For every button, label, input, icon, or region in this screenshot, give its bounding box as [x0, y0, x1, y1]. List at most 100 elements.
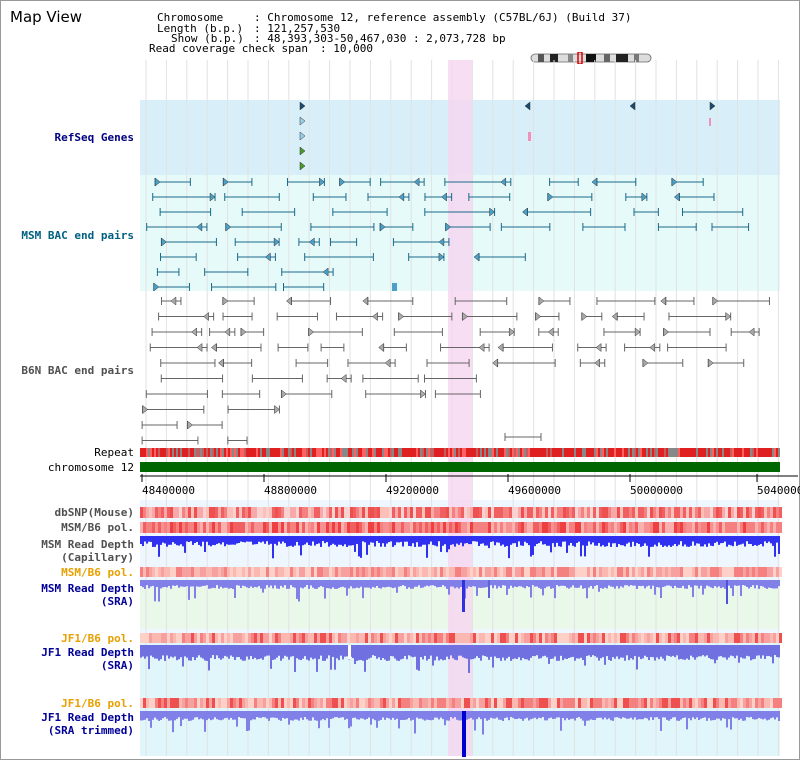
msm-depth-capillary-bar: [152, 536, 154, 547]
track-label-msm-depth-capillary-1[interactable]: MSM Read Depth: [41, 538, 134, 551]
track-label-jf1-b6-pol-2[interactable]: JF1/B6 pol.: [61, 697, 134, 710]
jf1-b6-pol-cell: [332, 633, 335, 643]
chromosome-ideogram[interactable]: [528, 52, 654, 64]
msm-depth-capillary-bar: [350, 536, 352, 546]
jf1-b6-pol-cell: [263, 633, 266, 643]
msm-depth-sra-bar: [552, 580, 554, 589]
dbsnp-cell: [347, 507, 350, 518]
jf1-depth-sra-bar: [574, 645, 576, 661]
msm-depth-capillary-bar: [530, 536, 532, 557]
jf1-depth-trim-bar: [310, 711, 312, 721]
msm-b6-pol2-cell: [407, 567, 410, 577]
dbsnp-cell: [200, 507, 203, 518]
axis-tick-label: 50000000: [630, 484, 683, 497]
jf1-b6-pol2-cell: [389, 698, 392, 708]
repeat-bar: [292, 448, 294, 457]
msm-depth-capillary-bar: [362, 536, 364, 542]
jf1-b6-pol2-cell: [743, 698, 746, 708]
msm-depth-capillary-bar: [572, 536, 574, 546]
msm-depth-capillary-bar: [618, 536, 620, 545]
msm-depth-sra-bar: [532, 580, 534, 586]
jf1-b6-pol2-cell: [596, 698, 599, 708]
msm-b6-pol2-cell: [761, 567, 764, 577]
msm-b6-pol2-cell: [728, 567, 731, 577]
msm-b6-pol-cell: [281, 522, 284, 533]
dbsnp-cell: [449, 507, 452, 518]
msm-depth-capillary-bar: [298, 536, 300, 546]
track-label-msm-bac[interactable]: MSM BAC end pairs: [21, 229, 134, 242]
track-label-jf1-depth-sra-1[interactable]: JF1 Read Depth: [41, 646, 134, 659]
msm-depth-sra-bar: [182, 580, 184, 587]
repeat-bar: [594, 448, 596, 457]
jf1-b6-pol-cell: [566, 633, 569, 643]
repeat-bar: [706, 448, 708, 457]
jf1-depth-sra-bar: [256, 645, 258, 660]
msm-b6-pol2-cell: [539, 567, 542, 577]
msm-b6-pol-cell: [296, 522, 299, 533]
msm-b6-pol-cell: [242, 522, 245, 533]
jf1-b6-pol2-cell: [704, 698, 707, 708]
msm-depth-sra-bar: [440, 580, 442, 587]
jf1-depth-sra-bar: [298, 645, 300, 660]
jf1-depth-trim-bar: [540, 711, 542, 719]
jf1-depth-sra-bar: [178, 645, 180, 660]
dbsnp-cell: [641, 507, 644, 518]
track-label-jf1-depth-trim-1[interactable]: JF1 Read Depth: [41, 711, 134, 724]
jf1-depth-trim-bar: [554, 711, 556, 719]
msm-depth-sra-bar: [224, 580, 226, 588]
jf1-depth-trim-bar: [338, 711, 340, 719]
track-label-msm-depth-sra-1[interactable]: MSM Read Depth: [41, 582, 134, 595]
jf1-b6-pol2-cell: [602, 698, 605, 708]
jf1-b6-pol-cell: [167, 633, 170, 643]
track-label-jf1-b6-pol[interactable]: JF1/B6 pol.: [61, 632, 134, 645]
dbsnp-cell: [482, 507, 485, 518]
msm-depth-capillary-bar: [278, 536, 280, 542]
track-label-dbsnp[interactable]: dbSNP(Mouse): [54, 506, 134, 519]
jf1-depth-trim-bar: [614, 711, 616, 718]
dbsnp-cell: [359, 507, 362, 518]
repeat-bar: [492, 448, 494, 457]
msm-b6-pol-cell: [287, 522, 290, 533]
msm-depth-sra-bar: [200, 580, 202, 587]
msm-b6-pol-cell: [602, 522, 605, 533]
repeat-bar: [266, 448, 268, 457]
track-label-msm-b6-pol-2[interactable]: MSM/B6 pol.: [61, 566, 134, 579]
track-label-refseq[interactable]: RefSeq Genes: [54, 131, 134, 144]
msm-b6-pol-cell: [293, 522, 296, 533]
msm-depth-sra-bar: [608, 580, 610, 586]
jf1-b6-pol2-cell: [677, 698, 680, 708]
msm-depth-capillary-bar: [708, 536, 710, 544]
msm-b6-pol2-cell: [698, 567, 701, 577]
repeat-bar: [672, 448, 674, 457]
info-chromosome-value: : Chromosome 12, reference assembly (C57…: [254, 11, 632, 24]
msm-b6-pol2-cell: [233, 567, 236, 577]
msm-b6-pol2-cell: [308, 567, 311, 577]
track-label-msm-b6-pol[interactable]: MSM/B6 pol.: [61, 521, 134, 534]
jf1-depth-trim-bar: [528, 711, 530, 721]
jf1-b6-pol-cell: [203, 633, 206, 643]
dbsnp-cell: [368, 507, 371, 518]
msm-b6-pol2-cell: [269, 567, 272, 577]
msm-depth-capillary-bar: [338, 536, 340, 545]
dbsnp-cell: [197, 507, 200, 518]
track-label-b6n-bac[interactable]: B6N BAC end pairs: [21, 364, 134, 377]
repeat-bar: [402, 448, 404, 457]
repeat-bar: [274, 448, 276, 457]
b6n-bac-end: [595, 342, 602, 353]
jf1-depth-trim-bar: [452, 711, 454, 719]
msm-depth-capillary-bar: [704, 536, 706, 545]
jf1-b6-pol2-cell: [293, 698, 296, 708]
msm-depth-sra-bar: [380, 580, 382, 589]
repeat-bar: [590, 448, 592, 457]
repeat-bar: [616, 448, 618, 457]
jf1-depth-sra-bar: [156, 645, 158, 659]
msm-b6-pol-cell: [416, 522, 419, 533]
jf1-depth-trim-bar: [740, 711, 742, 719]
msm-depth-capillary-bar: [464, 536, 466, 544]
jf1-depth-trim-bar: [384, 711, 386, 720]
repeat-bar: [770, 448, 772, 457]
jf1-b6-pol-cell: [407, 633, 410, 643]
jf1-depth-sra-bar: [214, 645, 216, 660]
msm-b6-pol2-cell: [200, 567, 203, 577]
